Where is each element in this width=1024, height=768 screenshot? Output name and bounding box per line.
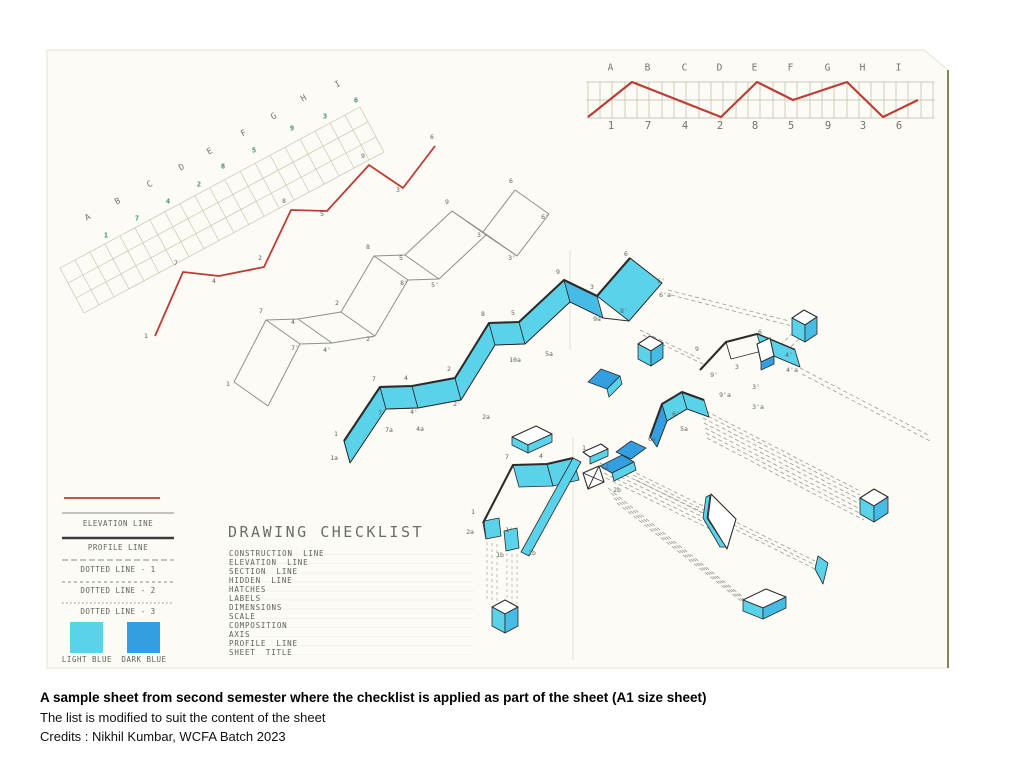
centre-fragments <box>511 368 647 490</box>
elevation-profile-iso <box>154 145 436 337</box>
checklist-item: PROFILE LINE <box>229 639 298 648</box>
checklist-item: HATCHES <box>229 585 267 594</box>
ruled-lines <box>226 546 474 662</box>
iso-cube-top-right <box>791 309 818 343</box>
box-bottom-right <box>742 588 787 620</box>
checklist-item: COMPOSITION <box>229 621 288 630</box>
legend-entry: DOTTED LINE - 1 <box>80 565 156 574</box>
caption-line-2: The list is modified to suit the content… <box>40 710 326 725</box>
swatch-label: DARK BLUE <box>121 655 167 664</box>
iso-cube-middle <box>637 335 664 367</box>
iso-grid <box>59 106 385 314</box>
projection-lines <box>486 289 933 613</box>
sheet-paper <box>46 49 949 669</box>
sequence-graph-line <box>587 80 919 119</box>
light-blue-swatch <box>70 622 103 653</box>
iso-cube-right <box>859 488 889 523</box>
swatch-label: LIGHT BLUE <box>61 655 113 664</box>
checklist-item: SECTION LINE <box>229 567 298 576</box>
chain-piece-left <box>482 456 582 634</box>
checklist-item: LABELS <box>229 594 261 603</box>
checklist-item: DIMENSIONS <box>229 603 283 612</box>
checklist-title: DRAWING CHECKLIST <box>228 523 425 541</box>
checklist-item: HIDDEN LINE <box>229 576 293 585</box>
profile-ribbon <box>233 189 550 407</box>
legend-entry: DOTTED LINE - 2 <box>80 586 156 595</box>
checklist-item: ELEVATION LINE <box>229 558 309 567</box>
legend-samples <box>62 497 174 604</box>
legend-entry: DOTTED LINE - 3 <box>80 607 156 616</box>
sliver-fragment <box>814 555 829 585</box>
caption-line-1: A sample sheet from second semester wher… <box>40 690 707 705</box>
caption-line-3: Credits : Nikhil Kumbar, WCFA Batch 2023 <box>40 729 286 744</box>
chain-piece-right <box>649 332 801 448</box>
legend-entry: ELEVATION LINE <box>82 519 154 528</box>
checklist-item: SHEET TITLE <box>229 648 293 657</box>
kite-fragment <box>702 493 737 550</box>
checklist-item: CONSTRUCTION LINE <box>229 549 325 558</box>
legend-entry: PROFILE LINE <box>87 543 149 552</box>
dark-blue-swatch <box>127 622 160 653</box>
sequence-graph <box>586 80 935 119</box>
main-extrusion <box>343 257 663 464</box>
checklist-item: SCALE <box>229 612 256 621</box>
checklist-item: AXIS <box>229 630 251 639</box>
